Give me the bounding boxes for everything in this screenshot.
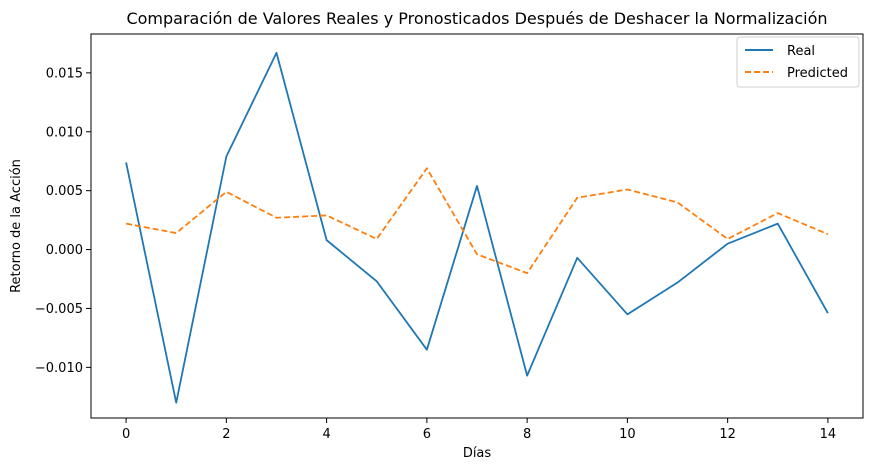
x-tick-label: 0 xyxy=(122,427,130,442)
y-tick-label: 0.005 xyxy=(46,184,83,199)
y-tick-label: −0.005 xyxy=(35,302,83,317)
legend: Real Predicted xyxy=(736,36,860,88)
y-tick-label: 0.010 xyxy=(46,125,83,140)
series-line-real xyxy=(125,51,829,404)
x-tick-label: 8 xyxy=(523,427,531,442)
chart-title: Comparación de Valores Reales y Pronosti… xyxy=(126,9,827,28)
x-axis-label: Días xyxy=(463,446,492,461)
y-axis-label: Retorno de la Acción xyxy=(9,159,24,293)
legend-label-real: Real xyxy=(787,44,815,59)
plot-frame xyxy=(90,33,864,419)
x-tick-label: 10 xyxy=(619,427,636,442)
y-tick-label: 0.000 xyxy=(46,243,83,258)
y-tick-label: −0.010 xyxy=(35,361,83,376)
y-tick-label: 0.015 xyxy=(46,66,83,81)
x-tick-label: 2 xyxy=(222,427,230,442)
legend-label-predicted: Predicted xyxy=(787,66,848,81)
x-tick-label: 14 xyxy=(820,427,837,442)
x-tick-label: 4 xyxy=(322,427,330,442)
x-tick-label: 12 xyxy=(719,427,736,442)
series-line-predicted xyxy=(125,167,829,275)
x-tick-label: 6 xyxy=(423,427,431,442)
